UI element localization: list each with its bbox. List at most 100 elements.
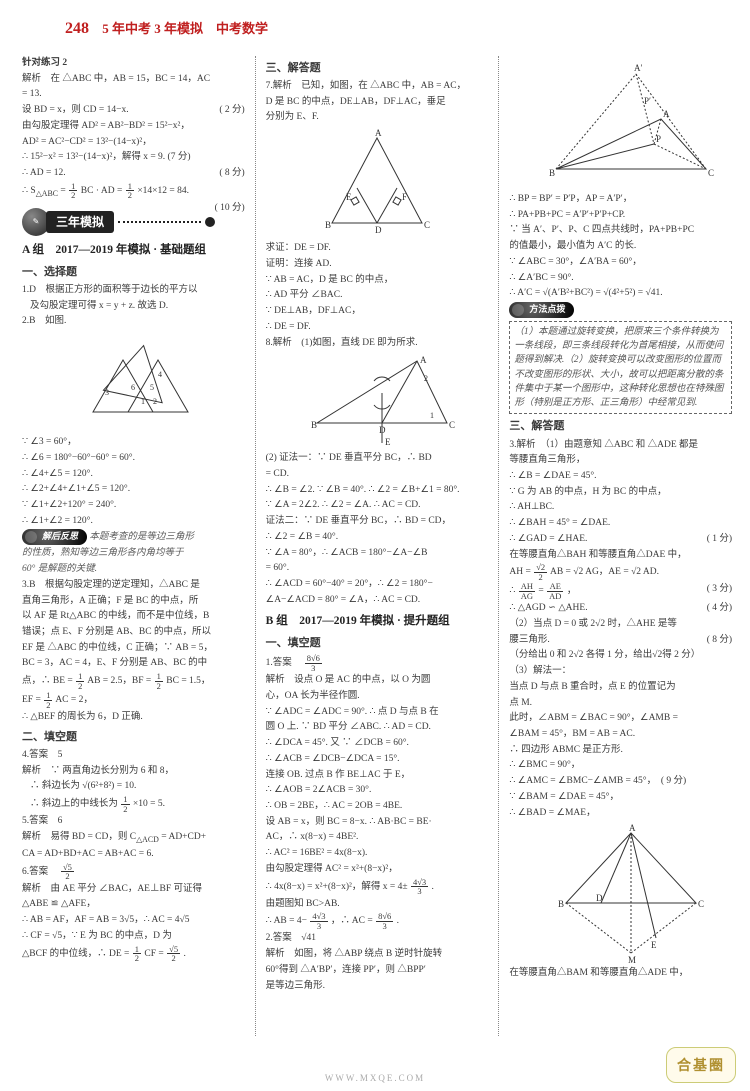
svg-text:F: F <box>402 192 407 202</box>
text: 1.答案 <box>266 658 302 668</box>
group-a-title: A 组 2017—2019 年模拟 · 基础题组 <box>22 242 245 260</box>
text-line: 在等腰直角△BAH 和等腰直角△DAE 中， <box>509 548 732 563</box>
text: ，∴ AC = <box>331 917 375 927</box>
text-line: 设 AB = x，则 BC = 8−x. ∴ AB·BC = BE· <box>266 815 489 830</box>
text: 6.答案 <box>22 867 58 877</box>
denominator: 2 <box>126 191 134 200</box>
text-line: （3）解法一： <box>509 664 732 679</box>
tip-badge: 方法点拨 <box>509 302 574 318</box>
text-line: ∴ ∠AMC = ∠BMC−∠AMB = 45°， ( 9 分) <box>509 774 732 789</box>
text-line: ∵ ∠1+∠2+120° = 240°. <box>22 498 245 513</box>
text: ∴ ∠GAD = ∠HAE. <box>509 534 587 544</box>
text: BC = 1.5， <box>166 676 210 686</box>
fraction: √52 <box>61 863 74 881</box>
svg-text:B: B <box>558 899 564 909</box>
fill-title-b: 一、填空题 <box>266 635 489 652</box>
fraction: AHAG <box>519 582 535 600</box>
svg-text:2: 2 <box>153 397 157 406</box>
denominator: 2 <box>44 701 52 710</box>
text-line: ∴ 四边形 ABMC 是正方形. <box>509 743 732 758</box>
text-line: D 是 BC 的中点，DE⊥AB，DF⊥AC，垂足 <box>266 95 489 110</box>
svg-text:3: 3 <box>105 388 109 397</box>
text-line: ∴ CF = √5，∵ E 为 BC 的中点，D 为 <box>22 929 245 944</box>
text-line: ∴ S△ABC = 12 BC · AD = 12 ×14×12 = 84. <box>22 182 245 200</box>
text-line: ∴ ∠ACB = ∠DCB−∠DCA = 15°. <box>266 752 489 767</box>
text-line: 腰三角形.( 8 分) <box>509 633 732 648</box>
svg-text:P′: P′ <box>644 96 651 106</box>
text-line: AC，∴ x(8−x) = 4BE². <box>266 830 489 845</box>
svg-text:A: A <box>375 128 382 138</box>
text: 设 BD = x，则 CD = 14−x. <box>22 105 129 115</box>
text: EF = <box>22 695 43 705</box>
denominator: 2 <box>76 682 84 691</box>
text-line: △BCF 的中位线，∴ DE = 12 CF = √52 . <box>22 945 245 963</box>
text-line: 圆 O 上. ∵ BD 平分 ∠ABC. ∴ AD = CD. <box>266 720 489 735</box>
fraction: 4√33 <box>310 912 327 930</box>
text-line: 6.答案 √52 <box>22 863 245 881</box>
text-line: （分给出 0 和 2√2 各得 1 分，给出√2得 2 分） <box>509 648 732 663</box>
column-divider <box>255 56 256 1036</box>
denominator: 3 <box>376 922 393 931</box>
text-line: 3.B 根据勾股定理的逆定理知，△ABC 是 <box>22 578 245 593</box>
text: ×10 = 5. <box>133 799 165 809</box>
text-line: ∴ ∠2 = ∠B = 40°. <box>266 530 489 545</box>
text-line: EF 是 △ABC 的中位线，C 正确；∵ AB = 5， <box>22 641 245 656</box>
text-line: 当点 D 与点 B 重合时，点 E 的位置记为 <box>509 680 732 695</box>
text-line: 解析 由 AE 平分 ∠BAC，AE⊥BF 可证得 <box>22 882 245 897</box>
column-3: B C A A′ P P′ ∴ BP = BP′ = P′P，AP = A′P′… <box>509 56 732 1036</box>
text-line: ∴ ∠BMC = 90°， <box>509 758 732 773</box>
text-line: 由勾股定理得 AC² = x²+(8−x)²， <box>266 862 489 877</box>
text-line: 4.答案 5 <box>22 748 245 763</box>
svg-text:D: D <box>379 425 386 435</box>
text: = <box>58 186 68 196</box>
text-line: 2.答案 √41 <box>266 931 489 946</box>
text-line: ∴ ∠AOB = 2∠ACB = 30°. <box>266 783 489 798</box>
svg-text:P: P <box>656 134 661 144</box>
denominator: AG <box>519 592 535 601</box>
text-line: ∴ BP = BP′ = P′P，AP = A′P′， <box>509 192 732 207</box>
answer-title: 三、解答题 <box>509 418 732 435</box>
text-line: = 60°. <box>266 561 489 576</box>
fraction: 12 <box>121 795 129 813</box>
text: = AD+CD+ <box>159 832 206 842</box>
text-line: 分别为 E、F. <box>266 110 489 125</box>
denominator: 2 <box>121 805 129 814</box>
svg-text:6: 6 <box>131 383 135 392</box>
text-line: （2）当点 D = 0 或 2√2 时，△AHE 是等 <box>509 617 732 632</box>
text-line: 1.答案 8√63 <box>266 654 489 672</box>
text-line: ∴ ∠6 = 180°−60°−60° = 60°. <box>22 451 245 466</box>
text-line: ∴ ∠B = ∠2. ∵ ∠B = 40°. ∴ ∠2 = ∠B+∠1 = 80… <box>266 483 489 498</box>
fraction: 12 <box>44 691 52 709</box>
svg-text:B: B <box>549 168 555 178</box>
text-line: ∴ AD = 12.( 8 分) <box>22 166 245 181</box>
text-line: BC = 3，AC = 4，E、F 分别是 AB、BC 的中 <box>22 656 245 671</box>
text: 点，∴ BE = <box>22 676 75 686</box>
text-line: 连接 OB. 过点 B 作 BE⊥AC 于 E， <box>266 768 489 783</box>
text-line: 及勾股定理可得 x = y + z. 故选 D. <box>22 299 245 314</box>
subscript: △ACD <box>136 835 159 844</box>
text-line: ∵ ∠A = 80°，∴ ∠ACB = 180°−∠A−∠B <box>266 546 489 561</box>
section-badge: ✎ 三年模拟 <box>22 208 215 236</box>
denominator: 2 <box>534 573 547 582</box>
text-line: ∴ ∠2+∠4+∠1+∠5 = 120°. <box>22 482 245 497</box>
svg-text:C: C <box>424 220 430 230</box>
badge-end-dot <box>205 217 215 227</box>
text-line: ∵ 当 A′、P′、P、C 四点共线时，PA+PB+PC <box>509 223 732 238</box>
fraction: 12 <box>69 182 77 200</box>
text-line: ∴ △AGD ∽ △AHE.( 4 分) <box>509 601 732 616</box>
text-line: ∴ AHAG = AEAD ， ( 3 分) <box>509 582 732 600</box>
watermark: 合基圈 <box>666 1047 736 1083</box>
svg-text:M: M <box>628 955 636 963</box>
text-line: = 13. <box>22 87 245 102</box>
text: AB = √2 AG，AE = √2 AD. <box>550 567 659 577</box>
fraction: 8√63 <box>376 912 393 930</box>
text-line: 心，OA 长为半径作圆. <box>266 689 489 704</box>
denominator: 3 <box>305 664 322 673</box>
tip-text: 的性质，熟知等边三角形各内角均等于 <box>22 546 245 561</box>
text-line: 60°得到 △A′BP′，连接 PP′，则 △BPP′ <box>266 963 489 978</box>
svg-text:E: E <box>346 192 352 202</box>
svg-text:4: 4 <box>158 370 162 379</box>
subscript: △ABC <box>36 189 58 198</box>
text-line: ∴ 斜边上的中线长为 12 ×10 = 5. <box>22 795 245 813</box>
text: ∴ 斜边上的中线长为 <box>30 799 120 809</box>
